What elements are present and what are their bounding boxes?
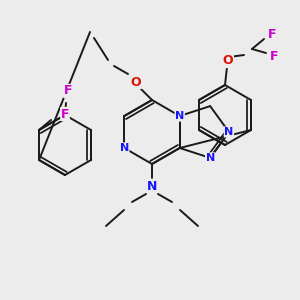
- Text: O: O: [131, 76, 141, 88]
- Text: N: N: [224, 127, 234, 137]
- Text: O: O: [223, 55, 233, 68]
- Text: N: N: [206, 153, 215, 163]
- Text: F: F: [61, 107, 69, 121]
- Text: N: N: [120, 143, 129, 153]
- Text: F: F: [268, 28, 276, 41]
- Text: N: N: [147, 179, 157, 193]
- Text: F: F: [64, 85, 72, 98]
- Text: N: N: [175, 111, 184, 121]
- Text: F: F: [270, 50, 278, 64]
